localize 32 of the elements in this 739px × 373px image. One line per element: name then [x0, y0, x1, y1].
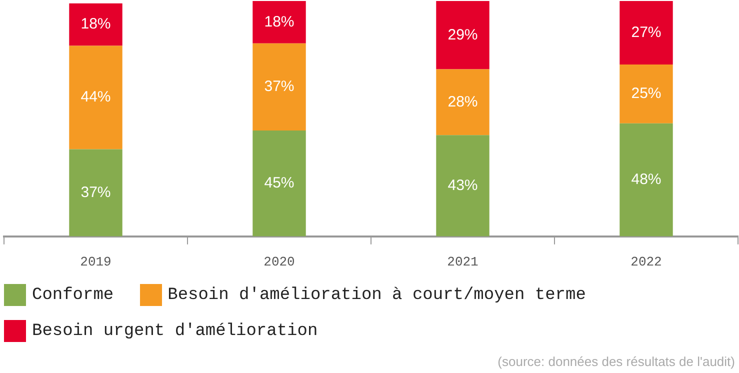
- x-tick-label: 2022: [630, 254, 662, 270]
- bar: [252, 1, 306, 44]
- data-label: 43%: [448, 176, 478, 194]
- data-label: 29%: [448, 26, 478, 44]
- data-label: 27%: [631, 24, 662, 41]
- data-label: 37%: [80, 184, 111, 201]
- data-label: 18%: [264, 13, 294, 30]
- x-tick-label: 2019: [80, 254, 112, 270]
- bar: [436, 135, 490, 236]
- bar: [69, 3, 122, 46]
- bar: [620, 64, 673, 124]
- bar: [69, 149, 122, 236]
- data-label: 18%: [80, 16, 111, 33]
- bar: [620, 1, 673, 65]
- data-label: 45%: [264, 174, 294, 192]
- bar: [252, 43, 306, 130]
- legend-label: Besoin d'amélioration à court/moyen terme: [168, 286, 586, 304]
- bar: [436, 1, 490, 70]
- bar: [620, 123, 673, 236]
- bar: [436, 69, 490, 136]
- data-label: 48%: [631, 171, 662, 188]
- data-label: 28%: [448, 93, 478, 110]
- x-tick-label: 2021: [447, 254, 479, 270]
- data-label: 37%: [264, 78, 294, 96]
- legend-label: Besoin urgent d'amélioration: [32, 322, 318, 340]
- text: (source: données des résultats de l'audit): [498, 354, 735, 369]
- x-tick-label: 2020: [264, 254, 295, 270]
- bar: [69, 46, 122, 150]
- bar: [252, 130, 306, 236]
- legend-label: Conforme: [32, 286, 114, 304]
- data-label: 25%: [631, 85, 662, 102]
- data-label: 44%: [80, 88, 111, 106]
